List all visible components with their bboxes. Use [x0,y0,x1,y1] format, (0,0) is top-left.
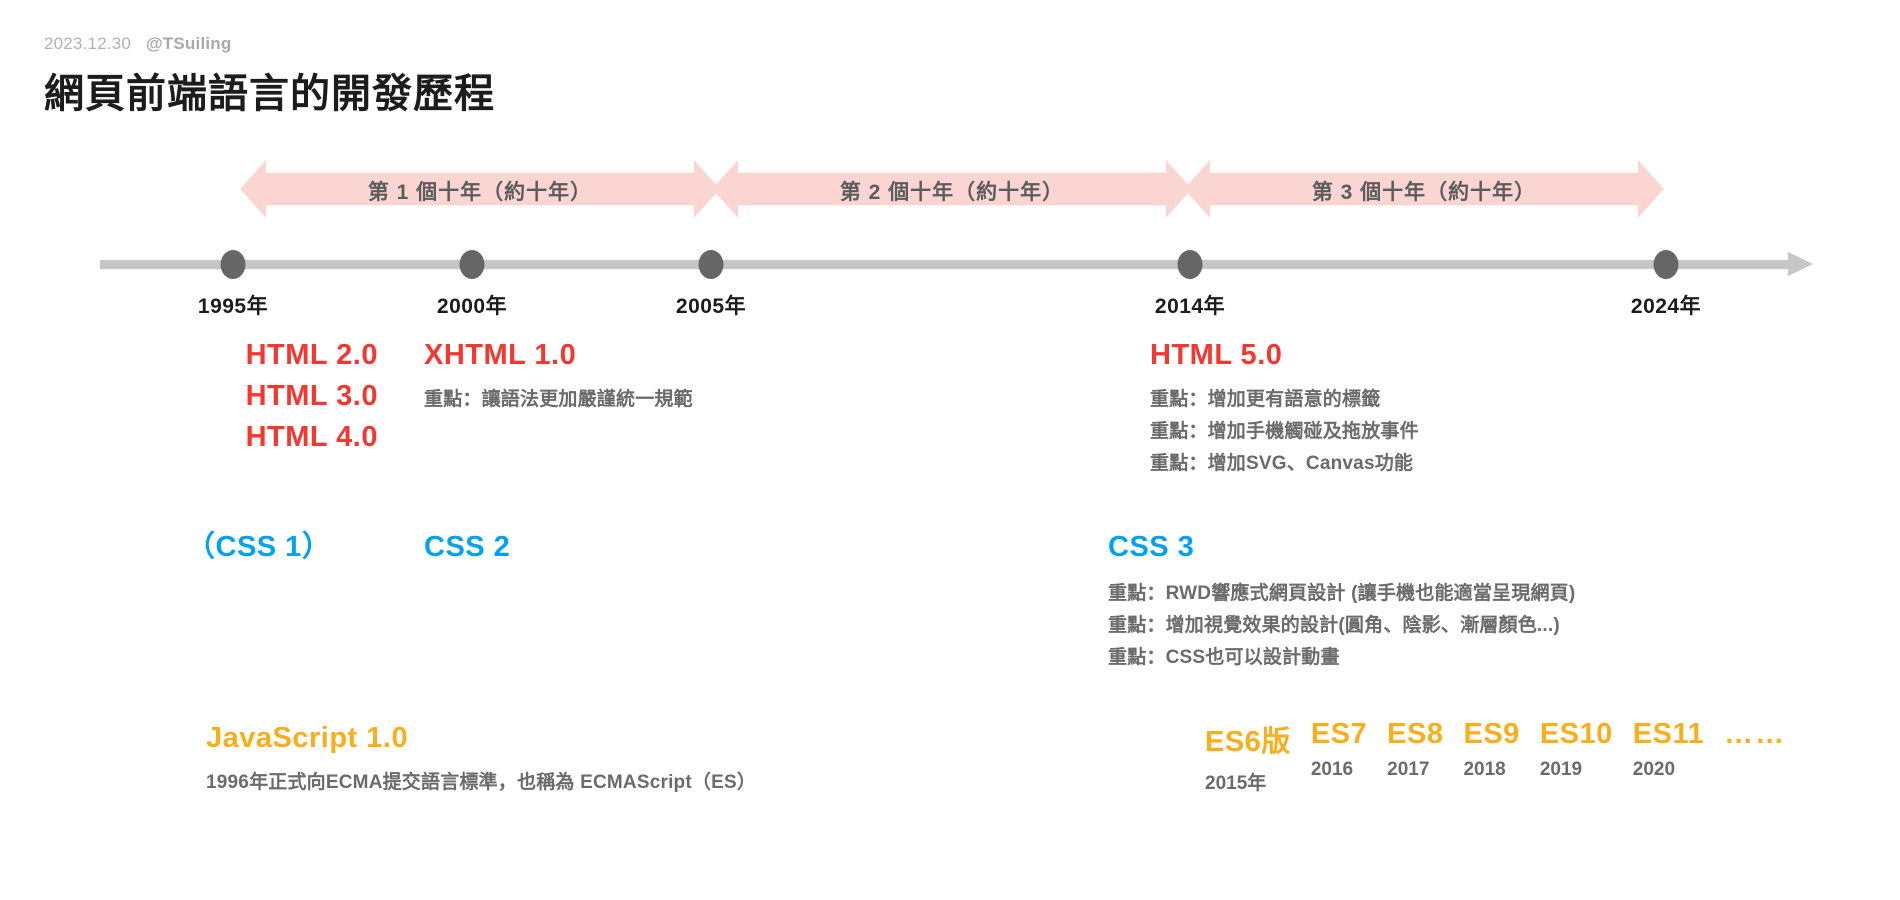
es-version-item: ES8 2017 [1387,718,1443,781]
timeline-node-dot [698,250,724,279]
timeline-node-dot [1653,250,1679,279]
html-early-versions: HTML 2.0 HTML 3.0 HTML 4.0 [178,335,378,459]
axis-line [100,260,1790,269]
html-version-label: HTML 2.0 [245,339,378,371]
timeline-node-dot [459,250,485,279]
page-header: 2023.12.30 @TSuiling 網頁前端語言的開發歷程 [44,34,495,119]
javascript-block: JavaScript 1.0 1996年正式向ECMA提交語言標準，也稱為 EC… [206,718,756,799]
html5-note: 重點：增加更有語意的標籤 [1150,389,1381,411]
es-version-year: 2017 [1387,759,1430,780]
xhtml-title: XHTML 1.0 [424,339,577,371]
es-version-year: 2020 [1632,759,1676,780]
css3-note: 重點：RWD響應式網頁設計 (讓手機也能適當呈現網頁) [1108,583,1576,605]
decade-arrow-1: 第 1 個十年（約十年） [240,160,720,218]
css3-title: CSS 3 [1108,531,1195,563]
es-version-name: ES8 [1387,718,1444,750]
es-version-name: …… [1724,718,1787,750]
html5-block: HTML 5.0 重點：增加更有語意的標籤 重點：增加手機觸碰及拖放事件 重點：… [1150,335,1419,480]
css2-block: CSS 2 [424,527,510,568]
xhtml-note: 重點：讓語法更加嚴謹統一規範 [424,389,693,411]
css2-title: CSS 2 [424,531,511,563]
decade-label: 第 2 個十年（約十年） [839,180,1065,204]
css3-note: 重點：CSS也可以設計動畫 [1108,646,1340,668]
html5-note: 重點：增加手機觸碰及拖放事件 [1150,421,1419,443]
css1-block: （CSS 1） [186,527,331,568]
es-version-year: 2019 [1539,759,1583,780]
css3-block: CSS 3 重點：RWD響應式網頁設計 (讓手機也能適當呈現網頁) 重點：增加視… [1108,527,1575,674]
timeline-node-dot [1177,250,1203,279]
html5-note: 重點：增加SVG、Canvas功能 [1150,452,1414,474]
css1-title: （CSS 1） [186,531,332,563]
timeline-node-label: 2000年 [436,295,508,318]
es-versions-block: ES6版 2015年 ES7 2016 ES8 2017 ES9 2018 ES… [1205,718,1806,795]
page-title: 網頁前端語言的開發歷程 [44,72,495,116]
es-version-year: 2016 [1310,759,1354,780]
es-version-year: 2015年 [1205,773,1267,794]
timeline-node-label: 2024年 [1630,295,1702,318]
publish-date: 2023.12.30 [44,34,132,53]
es-version-item: ES6版 2015年 [1205,718,1291,795]
javascript-title: JavaScript 1.0 [206,722,409,754]
es-version-item: ES7 2016 [1311,718,1367,781]
es-version-item: ES11 2020 [1633,718,1704,781]
es-version-year: 2018 [1463,759,1506,780]
decade-arrow-3: 第 3 個十年（約十年） [1184,160,1664,218]
decade-label: 第 1 個十年（約十年） [367,180,593,204]
es-version-name: ES7 [1310,718,1368,750]
axis-arrowhead-icon [1788,252,1813,276]
decade-label: 第 3 個十年（約十年） [1311,180,1537,204]
xhtml-block: XHTML 1.0 重點：讓語法更加嚴謹統一規範 [424,335,693,416]
decade-arrow-2: 第 2 個十年（約十年） [712,160,1192,218]
es-version-row: ES6版 2015年 ES7 2016 ES8 2017 ES9 2018 ES… [1205,718,1806,795]
timeline-node-label: 1995年 [197,295,269,318]
es-version-name: ES10 [1539,718,1613,750]
html-version-label: HTML 4.0 [245,421,378,454]
es-version-item: ES10 2019 [1540,718,1613,781]
es-version-name: ES9 [1463,718,1520,750]
decade-arrow-band: 第 1 個十年（約十年） 第 2 個十年（約十年） 第 3 個十年（約十年） [0,160,1900,218]
javascript-note: 1996年正式向ECMA提交語言標準，也稱為 ECMAScript（ES） [206,772,757,794]
byline: 2023.12.30 @TSuiling [44,34,495,54]
author-handle: @TSuiling [146,34,232,53]
css3-note: 重點：增加視覺效果的設計(圓角、陰影、漸層顏色...) [1108,615,1560,637]
timeline-node-label: 2005年 [675,295,747,318]
es-version-item: ES9 2018 [1463,718,1519,781]
html-version-label: HTML 3.0 [245,380,378,413]
html5-title: HTML 5.0 [1150,339,1283,371]
timeline-axis: 1995年 2000年 2005年 2014年 2024年 [0,248,1900,318]
es-version-name: ES6版 [1205,726,1291,758]
es-version-name: ES11 [1632,718,1705,750]
timeline-node-label: 2014年 [1154,295,1226,318]
timeline-node-dot [220,250,246,279]
es-version-more: …… [1724,718,1786,759]
